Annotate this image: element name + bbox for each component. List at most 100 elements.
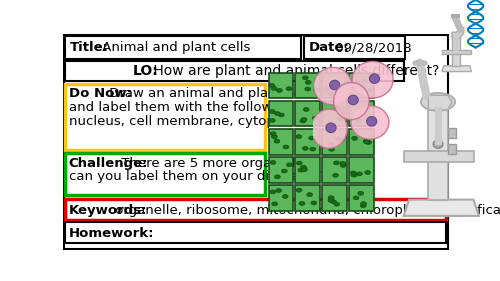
Ellipse shape xyxy=(270,190,276,194)
Ellipse shape xyxy=(330,80,340,90)
Ellipse shape xyxy=(340,161,345,165)
Ellipse shape xyxy=(350,171,356,175)
Bar xyxy=(442,50,472,54)
Bar xyxy=(322,185,347,211)
Ellipse shape xyxy=(282,169,288,173)
Bar xyxy=(296,101,320,126)
Ellipse shape xyxy=(364,140,370,144)
Bar xyxy=(349,129,374,155)
FancyBboxPatch shape xyxy=(65,222,446,243)
Ellipse shape xyxy=(421,93,455,111)
Polygon shape xyxy=(442,66,472,72)
Bar xyxy=(322,129,347,155)
Polygon shape xyxy=(404,200,479,216)
Bar xyxy=(428,110,448,200)
Ellipse shape xyxy=(368,88,374,92)
Ellipse shape xyxy=(296,135,302,139)
Ellipse shape xyxy=(351,173,357,177)
Ellipse shape xyxy=(312,116,318,120)
Text: Date:: Date: xyxy=(309,41,350,54)
Ellipse shape xyxy=(352,61,393,98)
Ellipse shape xyxy=(306,193,312,197)
Ellipse shape xyxy=(302,76,308,80)
Text: can you label them on your diagrams?: can you label them on your diagrams? xyxy=(68,171,326,183)
Bar xyxy=(404,151,473,162)
Ellipse shape xyxy=(366,117,377,126)
Ellipse shape xyxy=(364,106,370,110)
Ellipse shape xyxy=(278,113,284,117)
Ellipse shape xyxy=(360,204,366,208)
Ellipse shape xyxy=(272,202,278,206)
Text: 09/28/2018: 09/28/2018 xyxy=(332,41,412,54)
Text: Keywords:: Keywords: xyxy=(68,203,147,217)
Ellipse shape xyxy=(271,87,277,90)
Text: Homework:: Homework: xyxy=(68,227,154,240)
Ellipse shape xyxy=(364,171,370,175)
Ellipse shape xyxy=(334,84,340,88)
Ellipse shape xyxy=(310,147,316,151)
Ellipse shape xyxy=(433,140,443,148)
Ellipse shape xyxy=(348,95,358,105)
Text: Challenge:: Challenge: xyxy=(68,157,148,169)
Bar xyxy=(296,157,320,183)
Ellipse shape xyxy=(328,196,334,200)
Ellipse shape xyxy=(332,173,338,177)
Ellipse shape xyxy=(351,106,389,139)
Ellipse shape xyxy=(274,112,280,115)
FancyBboxPatch shape xyxy=(65,84,265,150)
Ellipse shape xyxy=(328,92,334,96)
Ellipse shape xyxy=(364,105,370,109)
Ellipse shape xyxy=(299,201,305,205)
Ellipse shape xyxy=(270,160,276,164)
Ellipse shape xyxy=(276,89,282,92)
Ellipse shape xyxy=(314,88,319,92)
Ellipse shape xyxy=(334,106,340,110)
Ellipse shape xyxy=(454,50,458,53)
Text: and label them with the following –: and label them with the following – xyxy=(68,101,304,114)
Bar xyxy=(322,157,347,183)
Bar xyxy=(268,101,293,126)
Ellipse shape xyxy=(274,139,280,143)
Bar xyxy=(349,73,374,98)
Ellipse shape xyxy=(334,83,369,120)
Ellipse shape xyxy=(360,202,366,206)
FancyBboxPatch shape xyxy=(64,35,448,249)
Text: Do Now:: Do Now: xyxy=(68,87,132,100)
FancyBboxPatch shape xyxy=(65,153,265,195)
Ellipse shape xyxy=(358,191,364,195)
Bar xyxy=(268,129,293,155)
Ellipse shape xyxy=(340,107,345,111)
Ellipse shape xyxy=(305,87,310,91)
Ellipse shape xyxy=(270,110,276,114)
Ellipse shape xyxy=(308,136,314,140)
Text: Title:: Title: xyxy=(70,41,109,54)
Text: How are plant and animal cells different?: How are plant and animal cells different… xyxy=(148,64,439,78)
Bar xyxy=(296,129,320,155)
Text: Draw an animal and plant cell: Draw an animal and plant cell xyxy=(105,87,310,100)
Bar xyxy=(452,35,460,66)
Ellipse shape xyxy=(338,117,343,121)
Ellipse shape xyxy=(269,83,275,87)
Text: There are 5 more organelles,: There are 5 more organelles, xyxy=(117,157,314,169)
Bar xyxy=(349,101,374,126)
Ellipse shape xyxy=(311,109,347,148)
Ellipse shape xyxy=(286,87,292,91)
Ellipse shape xyxy=(366,140,372,144)
Ellipse shape xyxy=(300,165,306,169)
Ellipse shape xyxy=(354,80,360,84)
Ellipse shape xyxy=(334,161,340,165)
Ellipse shape xyxy=(356,118,361,122)
Ellipse shape xyxy=(305,80,311,84)
Text: LO:: LO: xyxy=(132,64,158,78)
Ellipse shape xyxy=(353,196,359,200)
Ellipse shape xyxy=(339,88,345,92)
Bar xyxy=(349,157,374,183)
Ellipse shape xyxy=(298,168,304,172)
Ellipse shape xyxy=(286,163,292,167)
Ellipse shape xyxy=(328,198,334,202)
Ellipse shape xyxy=(270,132,276,136)
Ellipse shape xyxy=(302,168,308,172)
Ellipse shape xyxy=(270,119,275,123)
Bar xyxy=(268,157,293,183)
Ellipse shape xyxy=(311,201,317,205)
